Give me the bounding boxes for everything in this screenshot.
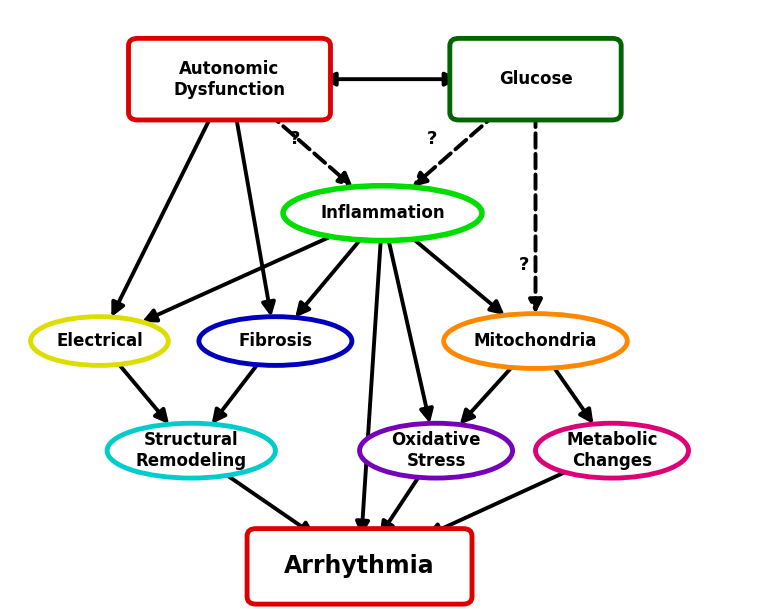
Ellipse shape <box>536 423 688 478</box>
Ellipse shape <box>199 317 352 365</box>
Text: ?: ? <box>427 130 438 148</box>
Text: Inflammation: Inflammation <box>321 204 444 222</box>
Ellipse shape <box>283 186 482 241</box>
Text: Structural
Remodeling: Structural Remodeling <box>135 431 247 470</box>
Ellipse shape <box>31 317 168 365</box>
Text: Glucose: Glucose <box>499 70 572 88</box>
Text: Oxidative
Stress: Oxidative Stress <box>392 431 480 470</box>
Ellipse shape <box>444 314 627 368</box>
Text: ?: ? <box>289 130 300 148</box>
Text: Arrhythmia: Arrhythmia <box>285 554 435 579</box>
Text: Autonomic
Dysfunction: Autonomic Dysfunction <box>174 60 285 99</box>
FancyBboxPatch shape <box>129 38 330 120</box>
Text: Electrical: Electrical <box>56 332 143 350</box>
Text: ?: ? <box>519 256 529 274</box>
Text: Fibrosis: Fibrosis <box>239 332 312 350</box>
FancyBboxPatch shape <box>450 38 621 120</box>
Ellipse shape <box>107 423 275 478</box>
FancyBboxPatch shape <box>247 529 472 604</box>
Ellipse shape <box>360 423 513 478</box>
Text: Mitochondria: Mitochondria <box>474 332 597 350</box>
Text: Metabolic
Changes: Metabolic Changes <box>566 431 658 470</box>
